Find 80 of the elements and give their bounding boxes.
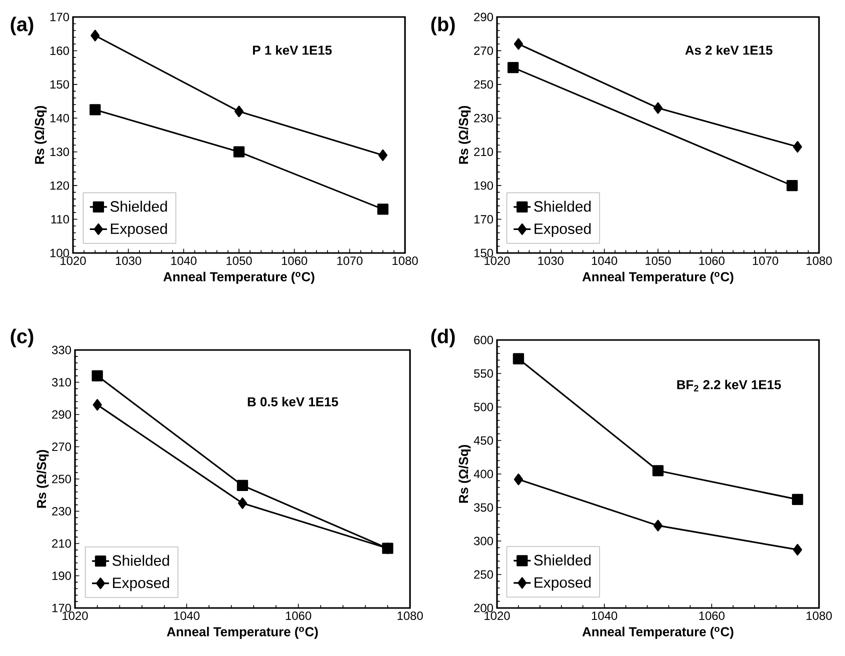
y-tick-label: 190 [474,181,494,190]
y-tick-label: 350 [474,503,494,512]
legend-label: Exposed [534,576,591,591]
y-tick-label: 170 [474,215,494,224]
x-tick-label: 1060 [282,256,308,265]
annotation: B 0.5 keV 1E15 [248,396,338,406]
y-tick-label: 550 [474,369,494,378]
y-tick-label: 290 [52,410,72,419]
x-tick-label: 1060 [286,612,312,620]
annotation: BF$_{2}$ 2.2 keV 1E15 [677,380,781,392]
y-tick-label: 170 [50,12,70,22]
x-tick-label: 1020 [62,612,88,620]
x-tick-label: 1080 [398,612,423,620]
y-tick-label: 330 [52,346,72,354]
x-tick-label: 1040 [174,612,200,620]
x-tick-label: 1020 [60,256,86,265]
x-tick-label: 1070 [752,256,778,265]
y-tick-label: 500 [474,402,494,412]
annotation: As 2 keV 1E15 [685,45,772,55]
x-tick-label: 1040 [592,612,618,620]
y-tick-label: 210 [474,148,494,156]
x-axis-title: Anneal Temperature ($^{o}$C) [582,272,734,284]
chart-title: (a) [10,16,34,36]
y-tick-label: 450 [474,436,494,445]
y-axis-title: Rs (Ω/Sq) [34,106,47,164]
y-tick-label: 250 [474,80,494,89]
y-tick-label: 250 [52,474,72,484]
chart-title: (c) [10,328,34,348]
legend-label: Shielded [112,554,170,566]
legend-label: Exposed [110,223,167,237]
y-tick-label: 200 [474,604,494,612]
x-tick-label: 1060 [699,612,724,620]
chart-title: (b) [431,16,455,36]
x-tick-label: 1070 [337,256,362,265]
y-tick-label: 400 [474,470,494,478]
y-tick-label: 130 [50,148,70,156]
x-tick-label: 1050 [226,256,252,265]
y-tick-label: 190 [52,572,72,580]
x-tick-label: 1080 [806,256,832,265]
y-tick-label: 310 [52,378,72,386]
y-tick-label: 100 [50,248,70,258]
y-tick-label: 170 [52,604,72,612]
y-axis-title: Rs (Ω/Sq) [36,450,49,508]
y-tick-label: 140 [50,114,70,122]
y-tick-label: 300 [474,536,494,546]
y-tick-label: 290 [474,12,494,22]
y-tick-label: 600 [474,336,494,344]
y-axis-title: Rs (Ω/Sq) [458,444,471,503]
x-tick-label: 1080 [392,256,418,265]
y-tick-label: 120 [50,181,70,190]
annotation: P 1 keV 1E15 [253,45,332,55]
y-tick-label: 110 [51,215,70,224]
legend-label: Exposed [534,223,591,237]
x-tick-label: 1020 [484,612,510,620]
y-tick-label: 150 [50,80,70,89]
y-tick-label: 270 [52,442,72,451]
legend-label: Shielded [534,554,591,566]
x-axis-title: Anneal Temperature ($^{o}$C) [166,626,318,639]
y-tick-label: 210 [52,539,72,548]
legend-label: Shielded [534,200,591,212]
x-axis-title: Anneal Temperature ($^{o}$C) [163,272,314,284]
y-tick-label: 230 [474,114,494,122]
x-tick-label: 1050 [646,256,671,265]
chart-title: (d) [431,328,455,348]
x-tick-label: 1080 [806,612,832,620]
y-tick-label: 230 [52,507,72,516]
y-tick-label: 150 [474,248,494,258]
x-tick-label: 1060 [699,256,724,265]
y-axis-title: Rs (Ω/Sq) [458,106,471,164]
x-tick-label: 1030 [538,256,564,265]
legend-label: Shielded [110,200,167,212]
x-tick-label: 1020 [484,256,510,265]
legend-label: Exposed [113,577,170,592]
y-tick-label: 270 [474,46,494,55]
x-tick-label: 1030 [116,256,142,265]
y-tick-label: 160 [50,46,70,55]
x-axis-title: Anneal Temperature ($^{o}$C) [582,626,734,639]
x-tick-label: 1040 [171,256,196,265]
x-tick-label: 1040 [592,256,618,265]
y-tick-label: 250 [474,570,494,579]
